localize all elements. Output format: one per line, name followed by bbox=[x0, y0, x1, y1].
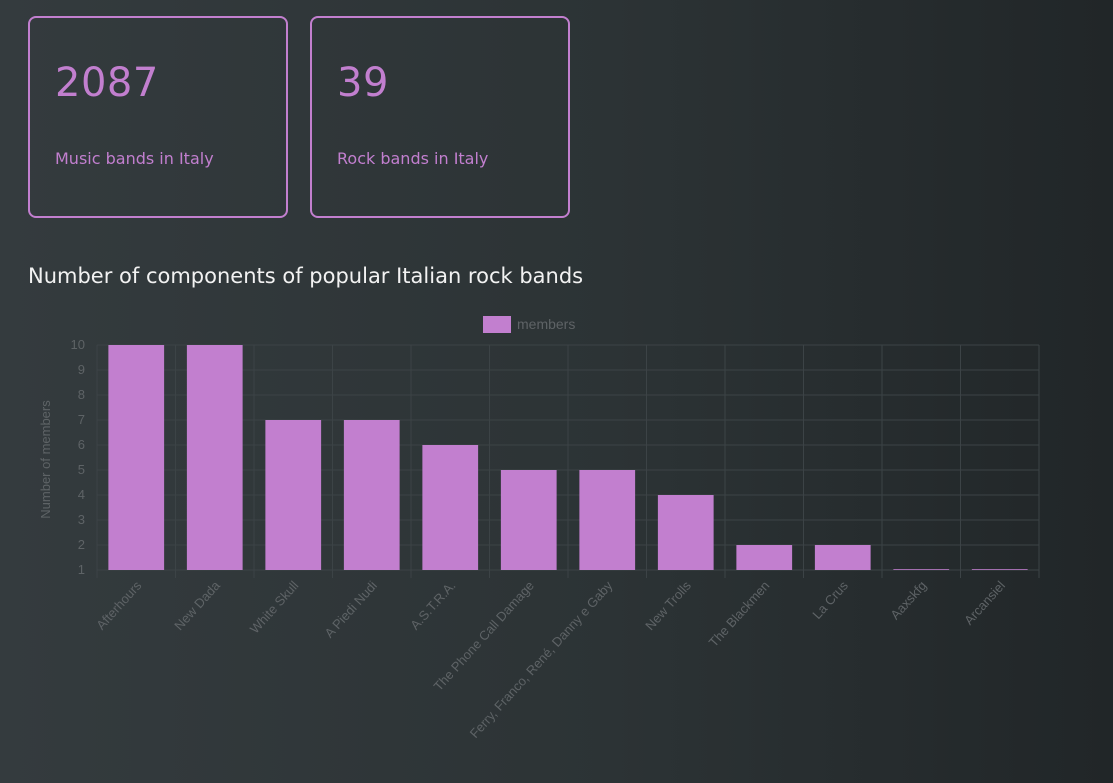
y-tick-label: 2 bbox=[78, 537, 85, 552]
y-tick-label: 1 bbox=[78, 562, 85, 577]
bar bbox=[265, 420, 322, 570]
legend-swatch bbox=[483, 316, 511, 333]
bar bbox=[579, 470, 636, 570]
y-tick-label: 3 bbox=[78, 512, 85, 527]
bar bbox=[500, 470, 557, 570]
bar bbox=[343, 420, 400, 570]
stat-value: 2087 bbox=[55, 60, 159, 106]
stat-card-rock-bands: 39 Rock bands in Italy bbox=[310, 16, 570, 218]
x-tick-label: A Piedi Nudi bbox=[321, 578, 380, 641]
bar bbox=[657, 495, 714, 570]
y-axis-title: Number of members bbox=[38, 400, 53, 519]
x-tick-label: Aaxskfg bbox=[887, 578, 929, 622]
x-tick-label: The Blackmen bbox=[706, 578, 773, 650]
stat-card-music-bands: 2087 Music bands in Italy bbox=[28, 16, 288, 218]
y-tick-label: 7 bbox=[78, 412, 85, 427]
y-tick-label: 5 bbox=[78, 462, 85, 477]
stat-value: 39 bbox=[337, 60, 389, 106]
bar bbox=[108, 345, 165, 570]
x-tick-label: New Dada bbox=[171, 577, 223, 633]
chart-title: Number of components of popular Italian … bbox=[28, 264, 584, 288]
bar bbox=[736, 545, 793, 570]
x-tick-label: Arcansiel bbox=[961, 578, 1008, 628]
bar bbox=[422, 445, 479, 570]
y-tick-label: 6 bbox=[78, 437, 85, 452]
bar bbox=[971, 569, 1028, 570]
y-tick-label: 9 bbox=[78, 362, 85, 377]
x-tick-label: New Trolls bbox=[642, 578, 694, 634]
x-tick-label: Ferry, Franco, René, Danny e Gaby bbox=[467, 578, 616, 741]
bar bbox=[186, 345, 243, 570]
x-tick-label: A.S.T.R.A. bbox=[407, 578, 458, 633]
y-tick-label: 10 bbox=[71, 337, 85, 352]
legend-label: members bbox=[517, 316, 575, 332]
bar bbox=[814, 545, 871, 570]
y-tick-label: 4 bbox=[78, 487, 85, 502]
y-tick-label: 8 bbox=[78, 387, 85, 402]
stat-label: Rock bands in Italy bbox=[337, 149, 489, 168]
x-tick-label: Afterhours bbox=[93, 578, 145, 633]
stat-label: Music bands in Italy bbox=[55, 149, 214, 168]
x-tick-label: White Skull bbox=[247, 578, 302, 636]
bar bbox=[893, 569, 950, 570]
x-tick-label: La Crus bbox=[809, 578, 851, 622]
